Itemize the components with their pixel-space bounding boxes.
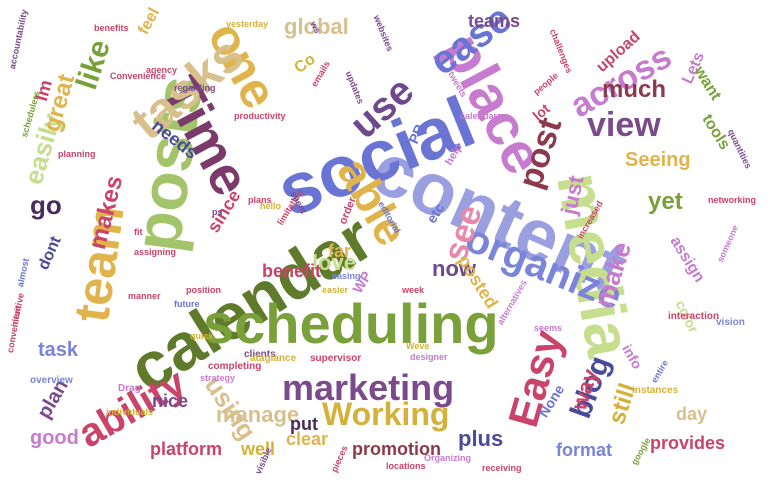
word: position <box>186 285 221 295</box>
word: teams <box>468 11 521 31</box>
word: agency <box>146 65 178 75</box>
word: plus <box>458 426 504 451</box>
word: strategy <box>200 373 236 383</box>
word: easing <box>332 271 361 281</box>
word: future <box>174 299 200 309</box>
word: challenges <box>547 27 575 75</box>
word: well <box>241 439 276 459</box>
word: seems <box>534 323 563 333</box>
word: quantities <box>725 127 754 171</box>
word: overview <box>30 375 73 386</box>
word: accountability <box>7 8 30 70</box>
word: benefit <box>262 261 322 281</box>
word: instances <box>632 385 679 396</box>
word: benefits <box>94 23 129 33</box>
word: designer <box>410 352 448 362</box>
word: global <box>284 14 349 39</box>
word: assign <box>666 233 708 286</box>
word: individuals <box>106 407 154 417</box>
word: ps <box>212 207 223 217</box>
word: ataglance <box>250 353 297 364</box>
word: promotion <box>352 439 441 459</box>
word: plans <box>248 195 272 205</box>
word: platform <box>150 439 222 459</box>
word: productivity <box>234 111 286 121</box>
word: now <box>432 256 476 281</box>
word: Working <box>322 396 450 432</box>
word: day <box>676 404 708 424</box>
word: Convenience <box>110 71 167 81</box>
word: clients <box>244 349 276 360</box>
word: intuitive <box>9 292 26 328</box>
word: go <box>30 190 62 220</box>
word: format <box>556 440 613 460</box>
word: marketing <box>282 367 455 408</box>
word: alternatives <box>495 278 529 327</box>
word: yesterday <box>226 19 269 29</box>
word: regarding <box>174 83 216 93</box>
word: interaction <box>668 311 720 322</box>
word: good <box>30 427 79 449</box>
word: almost <box>15 257 31 288</box>
word: pieces <box>329 443 350 474</box>
word: provides <box>650 433 726 453</box>
word: yet <box>648 188 683 215</box>
word: Easy <box>499 324 572 433</box>
word: people <box>531 70 561 97</box>
word: much <box>602 76 667 103</box>
word: manner <box>128 291 161 301</box>
word: scheduling <box>203 292 499 355</box>
word: Drag <box>118 383 141 394</box>
word: quick <box>190 331 214 341</box>
word: like <box>70 35 117 94</box>
word: networking <box>708 195 757 205</box>
word: supervisor <box>310 353 362 364</box>
word: planning <box>58 149 96 159</box>
word: put <box>290 414 318 434</box>
word: fit <box>134 227 143 237</box>
word: love <box>312 250 357 275</box>
word: receiving <box>482 463 522 473</box>
word: someone <box>715 223 741 264</box>
word: Seeing <box>625 149 691 171</box>
word: far <box>328 241 352 261</box>
word: Weve <box>406 341 430 351</box>
word: entire <box>649 358 671 385</box>
word: updates <box>343 69 366 106</box>
word: view <box>587 106 661 144</box>
word: dont <box>35 233 65 273</box>
word: completing <box>208 361 262 372</box>
word: assigning <box>134 247 177 257</box>
word: easier <box>322 285 349 295</box>
word: feel <box>135 5 164 38</box>
word: calendars <box>460 111 503 121</box>
word: nice <box>152 391 189 411</box>
word: clear <box>286 429 329 449</box>
word: hello <box>260 201 282 211</box>
word: manage <box>216 402 300 427</box>
word: locations <box>386 461 426 471</box>
word: Organizing <box>424 453 471 463</box>
word: websites <box>371 13 396 53</box>
word: week <box>402 285 425 295</box>
word: task <box>38 339 79 361</box>
word: vision <box>716 317 745 328</box>
